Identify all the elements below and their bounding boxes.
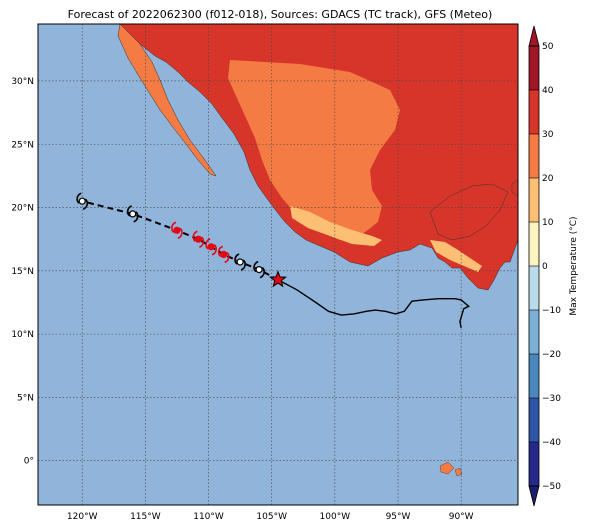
colorbar-band [529, 442, 539, 486]
lat-tick-label: 10°N [11, 330, 34, 340]
colorbar-tick-label: −40 [542, 438, 561, 448]
lon-tick-label: 120°W [67, 512, 98, 522]
lat-tick-label: 15°N [11, 267, 34, 277]
colorbar-tick-label: 50 [542, 42, 554, 52]
past-track-line [277, 279, 470, 328]
colorbar-band [529, 178, 539, 222]
colorbar-label: Max Temperature (°C) [569, 216, 579, 315]
land-highlands-south [430, 240, 482, 272]
cyclone-symbol-icon [217, 245, 230, 264]
colorbar-band [529, 310, 539, 354]
colorbar-tick-label: 40 [542, 86, 554, 96]
longitude-ticks: 120°W 115°W 110°W 105°W 100°W 95°W 90°W [67, 512, 474, 522]
map-frame [37, 23, 519, 506]
colorbar-band [529, 222, 539, 266]
cyclone-symbol-icon [76, 192, 89, 210]
lon-tick-label: 115°W [130, 512, 161, 522]
current-position-star-icon [269, 270, 287, 288]
cyclone-symbol-icon [253, 260, 265, 279]
land-yucatan [429, 183, 509, 241]
colorbar-tick-label: 20 [542, 174, 554, 184]
colorbar-band [529, 266, 539, 310]
lon-tick-label: 110°W [193, 512, 224, 522]
cyclone-symbol-icon [192, 230, 205, 248]
lat-tick-label: 0° [24, 457, 34, 467]
lon-tick-label: 105°W [256, 512, 287, 522]
lon-tick-label: 95°W [386, 512, 411, 522]
colorbar-tick-label: 10 [542, 218, 554, 228]
cyclone-symbol-icon [126, 205, 139, 223]
colorbar-tick-label: 0 [542, 262, 548, 272]
colorbar-tick-label: −10 [542, 306, 561, 316]
lon-tick-label: 90°W [449, 512, 474, 522]
land-galapagos [439, 461, 463, 477]
land-baja-california [117, 24, 217, 177]
colorbar-band [529, 90, 539, 134]
land-highlands [290, 206, 382, 246]
map-title: Forecast of 2022062300 (f012-018), Sourc… [67, 8, 493, 21]
land-cuba [511, 179, 518, 197]
map-gridlines [38, 24, 518, 505]
cyclone-symbol-icon [171, 221, 183, 240]
colorbar-tick-label: −30 [542, 394, 561, 404]
lat-tick-label: 25°N [11, 140, 34, 150]
colorbar-tick-label: −20 [542, 350, 561, 360]
colorbar-band [529, 354, 539, 398]
colorbar-max-extension [528, 25, 540, 47]
colorbar: −50 −40 −30 −20 −10 0 10 20 30 40 50 [528, 25, 561, 507]
colorbar-band [529, 46, 539, 90]
colorbar-tick-label: −50 [542, 482, 561, 492]
cyclone-track [76, 192, 470, 328]
lat-tick-label: 5°N [17, 393, 34, 403]
latitude-ticks: 0° 5°N 10°N 15°N 20°N 25°N 30°N [11, 77, 34, 467]
lat-tick-label: 30°N [11, 77, 34, 87]
colorbar-min-extension [528, 485, 540, 507]
colorbar-tick-label: 30 [542, 130, 554, 140]
colorbar-band [529, 398, 539, 442]
lon-tick-label: 100°W [320, 512, 351, 522]
cyclone-symbol-icon [234, 253, 246, 271]
cyclone-symbol-icon [205, 238, 217, 256]
lat-tick-label: 20°N [11, 204, 34, 214]
colorbar-band [529, 134, 539, 178]
land-mexico-plateau [228, 60, 400, 240]
